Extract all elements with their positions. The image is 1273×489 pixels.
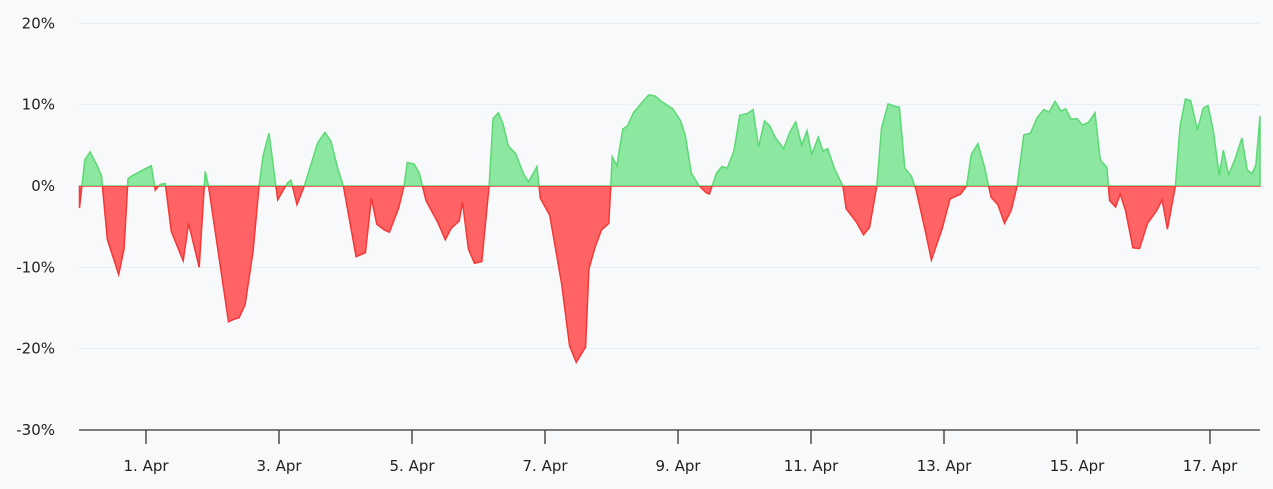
x-tick-label: 11. Apr <box>784 457 839 475</box>
x-tick-label: 1. Apr <box>123 457 169 475</box>
y-tick-label: 20% <box>22 14 55 32</box>
y-tick-label: -30% <box>16 421 55 439</box>
x-tick-label: 17. Apr <box>1183 457 1238 475</box>
x-tick-label: 15. Apr <box>1050 457 1105 475</box>
y-axis-labels: 20% 10% 0% -10% -20% -30% <box>16 14 55 439</box>
x-tick-label: 9. Apr <box>655 457 701 475</box>
x-tick-label: 5. Apr <box>389 457 435 475</box>
x-tick-label: 7. Apr <box>522 457 568 475</box>
y-tick-label: 0% <box>31 177 55 195</box>
x-tick-label: 13. Apr <box>917 457 972 475</box>
y-tick-label: -10% <box>16 258 55 276</box>
positive-area <box>78 94 1261 186</box>
negative-area <box>78 186 1261 365</box>
y-tick-label: -20% <box>16 340 55 358</box>
x-tick-label: 3. Apr <box>256 457 302 475</box>
y-tick-label: 10% <box>22 96 55 114</box>
x-axis-ticks: 1. Apr 3. Apr 5. Apr 7. Apr 9. Apr 11. Apr 13.… <box>123 430 1238 475</box>
